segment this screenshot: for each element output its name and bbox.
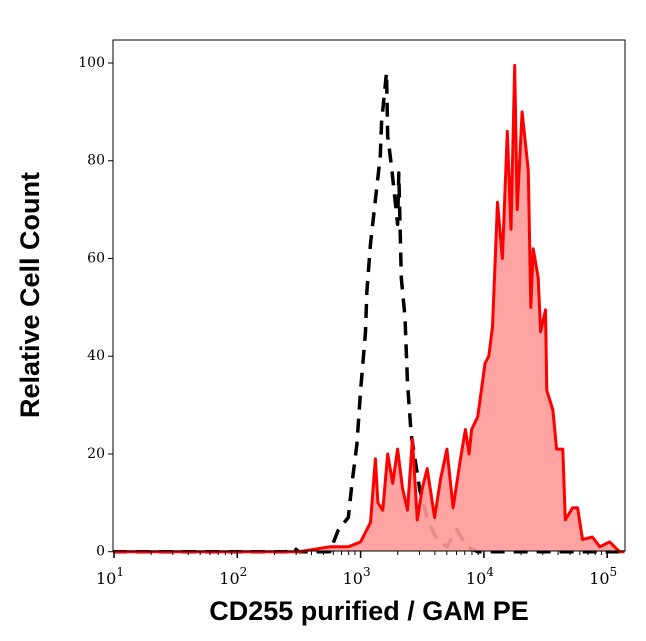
x-tick-label: 105 bbox=[589, 565, 617, 588]
y-tick-label: 60 bbox=[87, 250, 105, 266]
series-line-1 bbox=[113, 63, 625, 554]
x-axis-title: CD255 purified / GAM PE bbox=[209, 596, 529, 626]
x-tick-label: 103 bbox=[343, 565, 371, 588]
x-tick-label: 104 bbox=[466, 565, 494, 588]
y-tick-label: 20 bbox=[87, 446, 105, 462]
y-tick-label: 80 bbox=[87, 153, 105, 169]
y-tick-label: 40 bbox=[87, 348, 105, 364]
y-axis-title: Relative Cell Count bbox=[15, 172, 45, 418]
x-tick-label: 101 bbox=[96, 565, 124, 588]
y-tick-label: 100 bbox=[78, 55, 105, 71]
plot-frame bbox=[112, 39, 626, 552]
series-fill-1 bbox=[113, 65, 625, 552]
x-tick-label: 102 bbox=[219, 565, 247, 588]
y-tick-label: 0 bbox=[96, 544, 105, 560]
